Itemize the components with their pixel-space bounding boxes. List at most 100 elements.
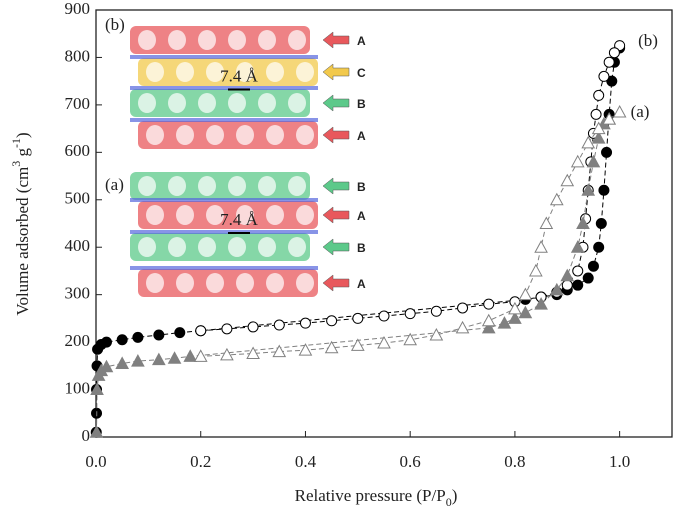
- point: [174, 327, 186, 339]
- point: [100, 336, 112, 348]
- pore: [266, 62, 284, 82]
- point: [591, 131, 606, 144]
- y-title-part: ): [13, 132, 32, 138]
- point: [430, 305, 442, 317]
- x-title-part: ): [452, 486, 458, 505]
- layer-arrow: [322, 63, 350, 81]
- point: [508, 301, 522, 315]
- point: [298, 343, 313, 356]
- linker: [130, 86, 318, 90]
- linker: [130, 118, 318, 122]
- inset: A C B A (b) 7.4 Å: [105, 15, 366, 149]
- x-tick-label: 0.4: [295, 452, 317, 471]
- x-tick-label: 0.6: [400, 452, 421, 471]
- point: [195, 325, 207, 337]
- pore: [236, 125, 254, 145]
- point: [481, 320, 496, 334]
- point: [483, 298, 495, 310]
- y-tick-label: 0: [82, 426, 91, 445]
- point: [455, 320, 470, 334]
- point: [561, 279, 573, 291]
- layer-arrow: [322, 274, 350, 292]
- inset-label: (b): [105, 15, 125, 34]
- pore: [198, 30, 216, 50]
- pore: [266, 125, 284, 145]
- point: [90, 382, 104, 396]
- x-axis-title: Relative pressure (P/P0): [295, 486, 458, 509]
- pore: [138, 93, 156, 113]
- curve-label: (b): [638, 31, 658, 50]
- point: [570, 154, 585, 168]
- layer-label: A: [357, 129, 366, 143]
- layer-label: A: [357, 277, 366, 291]
- layer-band: [130, 172, 310, 200]
- pore: [236, 205, 254, 225]
- pore: [258, 176, 276, 196]
- pore: [228, 30, 246, 50]
- pore: [288, 237, 306, 257]
- point: [518, 305, 533, 319]
- point: [377, 336, 391, 349]
- pore: [228, 237, 246, 257]
- point: [324, 340, 339, 354]
- point: [539, 216, 554, 229]
- pore: [236, 62, 254, 82]
- layer-label: B: [357, 180, 366, 194]
- point: [581, 183, 596, 196]
- point: [560, 268, 575, 282]
- pore: [168, 237, 186, 257]
- y-tick-label: 100: [65, 378, 91, 397]
- pore: [258, 30, 276, 50]
- point: [576, 216, 590, 229]
- y-title-sup: -1: [9, 138, 23, 148]
- pore: [176, 125, 194, 145]
- layer-band: [138, 269, 318, 297]
- y-tick-label: 500: [65, 189, 91, 208]
- pore: [296, 62, 314, 82]
- point: [560, 173, 575, 187]
- pore: [168, 93, 186, 113]
- point: [582, 272, 594, 284]
- curve-label: (a): [631, 102, 650, 121]
- point: [273, 319, 285, 331]
- x-tick-label: 0.0: [85, 452, 106, 471]
- pore: [296, 125, 314, 145]
- point: [221, 323, 233, 335]
- point: [481, 313, 496, 327]
- point: [602, 112, 617, 125]
- pore: [296, 205, 314, 225]
- layer-label: A: [357, 209, 366, 223]
- pore-label: 7.4 Å: [220, 66, 259, 85]
- pore: [206, 125, 224, 145]
- point: [595, 218, 607, 229]
- point: [116, 334, 128, 346]
- point: [603, 56, 615, 68]
- layer-label: B: [357, 241, 366, 255]
- y-tick-label: 800: [65, 46, 91, 65]
- pore: [176, 205, 194, 225]
- point: [326, 315, 338, 327]
- point: [534, 297, 548, 310]
- point: [246, 346, 260, 359]
- pore: [146, 273, 164, 293]
- pore: [146, 62, 164, 82]
- pore: [146, 125, 164, 145]
- pore: [206, 62, 224, 82]
- pore: [138, 176, 156, 196]
- layer-label: B: [357, 97, 366, 111]
- point: [549, 282, 564, 296]
- pore: [198, 237, 216, 257]
- point: [193, 349, 208, 362]
- layer-label: C: [357, 66, 366, 80]
- x-tick-label: 1.0: [609, 452, 630, 471]
- point: [403, 332, 418, 346]
- point: [593, 241, 605, 253]
- layer-band: [130, 26, 310, 54]
- point: [131, 354, 145, 367]
- point: [183, 349, 198, 362]
- point: [601, 146, 613, 158]
- pore: [168, 30, 186, 50]
- pore: [198, 176, 216, 196]
- point: [529, 263, 543, 277]
